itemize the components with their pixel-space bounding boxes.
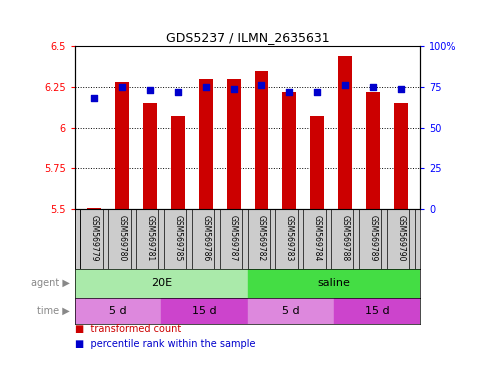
Text: ■  transformed count: ■ transformed count (75, 324, 181, 334)
Bar (283, 92, 296, 209)
Point (90, 95, 98, 101)
Text: GSM569781: GSM569781 (145, 215, 155, 262)
Text: 5 d: 5 d (282, 306, 299, 316)
Bar (394, 103, 408, 209)
Bar (247, 269, 420, 298)
Bar (199, 79, 213, 209)
Text: GDS5237 / ILMN_2635631: GDS5237 / ILMN_2635631 (166, 31, 329, 44)
Bar (115, 82, 129, 209)
Point (174, 89, 182, 95)
Text: time ▶: time ▶ (37, 306, 70, 316)
Point (397, 86, 405, 92)
Text: saline: saline (317, 278, 350, 288)
Text: 5 d: 5 d (109, 306, 127, 316)
Point (146, 87, 154, 93)
Bar (366, 92, 380, 209)
Bar (310, 116, 324, 209)
Text: ■  percentile rank within the sample: ■ percentile rank within the sample (75, 339, 256, 349)
Text: GSM569789: GSM569789 (369, 215, 377, 262)
Text: GSM569783: GSM569783 (285, 215, 294, 262)
Bar (247, 298, 334, 324)
Text: GSM569780: GSM569780 (118, 215, 127, 262)
Bar (334, 298, 420, 324)
Text: 20E: 20E (151, 278, 172, 288)
Text: 15 d: 15 d (192, 306, 217, 316)
Point (341, 82, 349, 88)
Text: 15 d: 15 d (365, 306, 389, 316)
Point (369, 84, 377, 90)
Point (118, 84, 126, 90)
Text: GSM569785: GSM569785 (173, 215, 183, 262)
Point (285, 89, 293, 95)
Text: GSM569787: GSM569787 (229, 215, 238, 262)
Text: GSM569786: GSM569786 (201, 215, 210, 262)
Bar (87, 208, 101, 209)
Text: GSM569788: GSM569788 (341, 215, 350, 262)
Bar (171, 116, 185, 209)
Point (230, 86, 238, 92)
Point (257, 82, 265, 88)
Text: agent ▶: agent ▶ (31, 278, 70, 288)
Text: GSM569784: GSM569784 (313, 215, 322, 262)
Text: GSM569779: GSM569779 (90, 215, 99, 262)
Bar (227, 79, 241, 209)
Bar (255, 71, 269, 209)
Bar (161, 298, 247, 324)
Bar (75, 269, 247, 298)
Bar (143, 103, 157, 209)
Bar (75, 298, 161, 324)
Text: GSM569782: GSM569782 (257, 215, 266, 262)
Point (202, 84, 210, 90)
Text: GSM569790: GSM569790 (396, 215, 405, 262)
Bar (338, 56, 352, 209)
Point (313, 89, 321, 95)
